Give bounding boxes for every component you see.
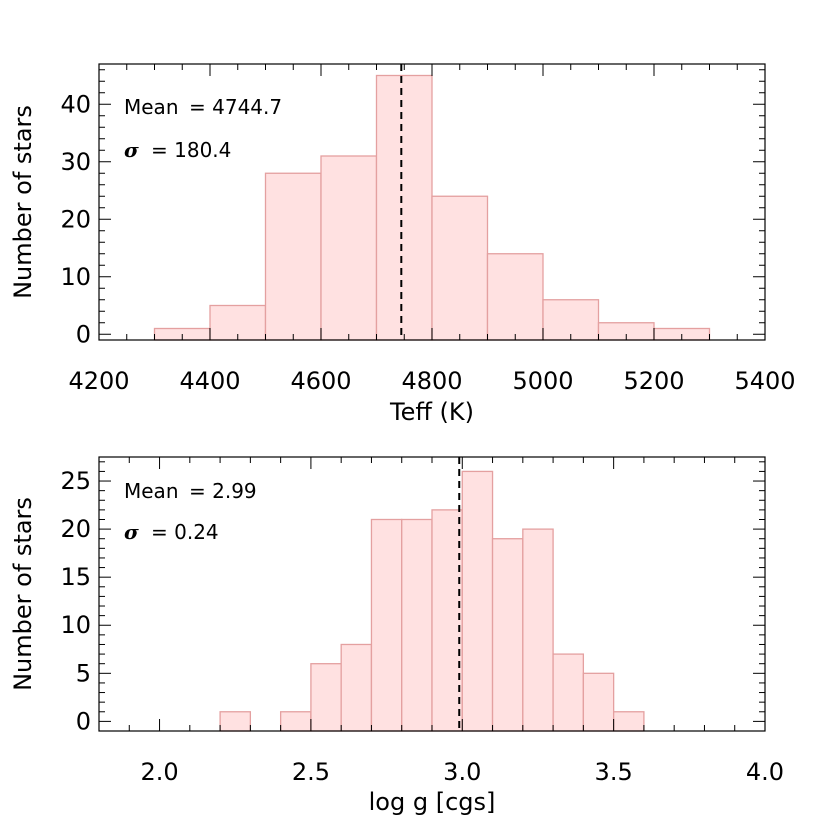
teff-bar-5	[431, 195, 489, 341]
teff-sigma-value: = 180.4	[151, 138, 231, 162]
teff-y-tick-label: 10	[60, 263, 91, 291]
teff-y-tick-label: 40	[60, 90, 91, 118]
logg-x-tick-label: 2.0	[140, 758, 178, 786]
logg-mean-label: Mean	[124, 479, 179, 503]
teff-bar-2	[264, 172, 322, 341]
teff-y-tick-label: 20	[60, 205, 91, 233]
logg-bar-10	[552, 653, 585, 732]
teff-y-axis-title: Number of stars	[9, 105, 37, 299]
teff-x-tick-label: 4400	[179, 367, 240, 395]
teff-mean-value: = 4744.7	[189, 95, 282, 119]
teff-x-tick-label: 4600	[290, 367, 351, 395]
teff-x-tick-label: 4800	[401, 367, 462, 395]
teff-x-axis-title: Teff (K)	[389, 398, 474, 426]
logg-bar-2	[310, 663, 342, 732]
logg-bar-7	[461, 470, 494, 732]
teff-x-tick-label: 5400	[734, 367, 795, 395]
logg-sigma-symbol: σ	[124, 520, 139, 544]
teff-x-tick-label: 4200	[68, 367, 129, 395]
teff-sigma-symbol: σ	[124, 138, 139, 162]
teff-mean-label: Mean	[124, 95, 179, 119]
logg-axes-frame	[98, 456, 766, 732]
logg-y-tick-label: 20	[60, 515, 91, 543]
logg-y-tick-label: 5	[76, 659, 91, 687]
logg-y-tick-label: 10	[60, 611, 91, 639]
teff-y-tick-label: 30	[60, 148, 91, 176]
logg-y-tick-label: 0	[76, 707, 91, 735]
logg-x-tick-label: 2.5	[292, 758, 330, 786]
logg-bar-11	[582, 672, 615, 732]
logg-bar-3	[340, 643, 373, 732]
teff-x-tick-labels: 4200 4400 4600 4800 5000 5200 5400	[68, 367, 795, 395]
logg-x-tick-label: 3.0	[443, 758, 481, 786]
logg-bar-12	[612, 711, 645, 732]
teff-x-tick-label: 5000	[512, 367, 573, 395]
logg-bar-0	[219, 711, 252, 732]
logg-bar-5	[401, 518, 433, 732]
logg-sigma-value: = 0.24	[151, 520, 219, 544]
logg-y-axis-title: Number of stars	[9, 497, 37, 691]
logg-y-tick-labels: 0 5 10 15 20 25	[60, 467, 91, 735]
logg-y-tick-label: 25	[60, 467, 91, 495]
teff-y-tick-label: 0	[76, 320, 91, 348]
teff-bar-3	[320, 155, 378, 341]
logg-x-tick-labels: 2.0 2.5 3.0 3.5 4.0	[140, 758, 784, 786]
teff-bar-7	[542, 299, 600, 341]
teff-histogram-panel: 4200 4400 4600 4800 5000 5200 5400 0 10 20 30 40 T…	[9, 63, 796, 426]
teff-bars	[153, 74, 711, 341]
logg-bar-1	[279, 711, 312, 732]
logg-bar-4	[370, 518, 403, 732]
logg-mean-value: = 2.99	[189, 479, 257, 503]
teff-axes-frame	[98, 63, 766, 341]
logg-bars	[219, 470, 645, 732]
teff-bar-4	[375, 74, 433, 341]
logg-x-axis-title: log g [cgs]	[369, 788, 496, 816]
logg-histogram-panel: 2.0 2.5 3.0 3.5 4.0 0 5 10 15 20 25 log g [cgs] N…	[9, 456, 784, 816]
teff-bar-6	[486, 253, 544, 341]
teff-x-tick-label: 5200	[623, 367, 684, 395]
logg-bar-6	[431, 509, 463, 732]
logg-bar-9	[522, 528, 554, 732]
logg-y-tick-label: 15	[60, 563, 91, 591]
teff-y-tick-labels: 0 10 20 30 40	[60, 90, 91, 348]
logg-x-tick-label: 3.5	[595, 758, 633, 786]
logg-bar-8	[491, 538, 524, 732]
logg-x-tick-label: 4.0	[746, 758, 784, 786]
